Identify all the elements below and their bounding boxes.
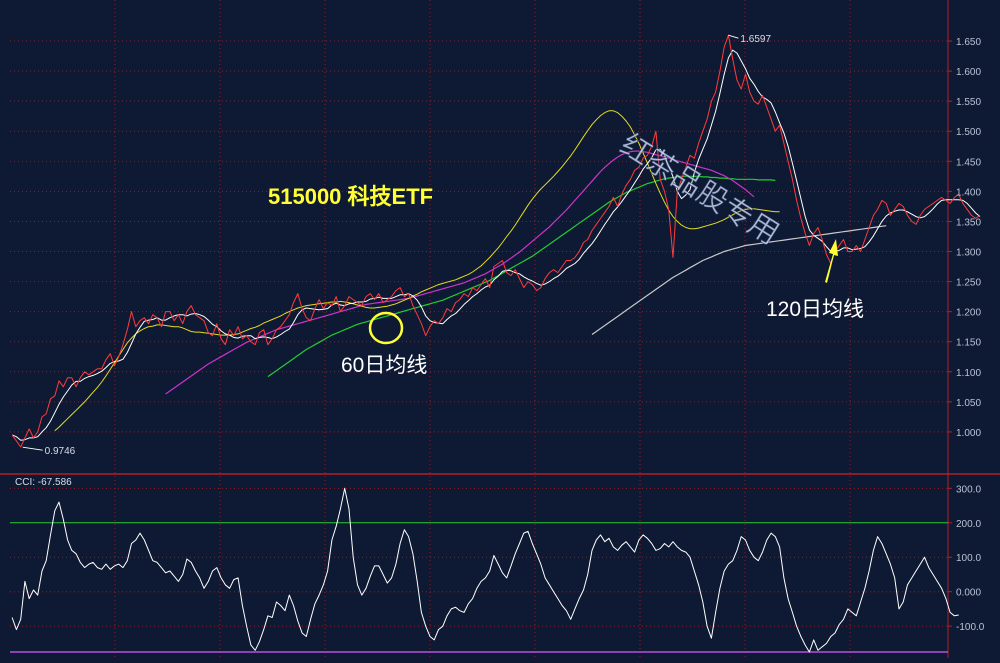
series-layer	[11, 34, 981, 653]
ma-mid-line	[54, 110, 780, 432]
price-tick-label: 1.300	[956, 248, 981, 259]
cci-line	[11, 487, 959, 653]
ma60-highlight-circle	[368, 311, 404, 345]
price-tick-label: 1.150	[956, 338, 981, 349]
ma120-line	[591, 225, 887, 335]
tick-layer: 1.650 1.600 1.550 1.500 1.450 1.400 1.350 1.300…	[948, 37, 985, 633]
high-marker: 1.6597	[728, 34, 771, 45]
low-label: 0.9746	[45, 446, 76, 457]
ma120-annotation: 120日均线	[766, 298, 864, 321]
price-tick-label: 1.100	[956, 368, 981, 379]
cci-tick-label: 0.000	[956, 588, 981, 599]
price-tick-label: 1.500	[956, 127, 981, 138]
ma60-annotation: 60日均线	[341, 354, 427, 377]
price-tick-label: 1.400	[956, 187, 981, 198]
ma60-line	[267, 175, 776, 378]
price-tick-label: 1.350	[956, 217, 981, 228]
price-tick-label: 1.200	[956, 308, 981, 319]
price-tick-label: 1.000	[956, 428, 981, 439]
cci-tick-label: 300.0	[956, 484, 981, 495]
reference-layer	[10, 522, 948, 653]
price-tick-label: 1.550	[956, 97, 981, 108]
cci-indicator-label: CCI: -67.586	[15, 477, 72, 488]
cci-tick-label: 100.0	[956, 553, 981, 564]
price-tick-label: 1.050	[956, 398, 981, 409]
ma-short-line	[11, 49, 981, 441]
cci-tick-label: 200.0	[956, 519, 981, 530]
cci-tick-label: -100.0	[956, 622, 985, 633]
price-line	[11, 34, 981, 448]
chart-title: 515000 科技ETF	[268, 184, 433, 209]
price-tick-label: 1.450	[956, 157, 981, 168]
ma-purple-line	[165, 150, 755, 395]
price-tick-label: 1.650	[956, 37, 981, 48]
low-marker: 0.9746	[22, 446, 76, 457]
price-tick-label: 1.250	[956, 278, 981, 289]
high-label: 1.6597	[740, 34, 771, 45]
price-tick-label: 1.600	[956, 67, 981, 78]
ma120-arrow	[825, 239, 838, 283]
